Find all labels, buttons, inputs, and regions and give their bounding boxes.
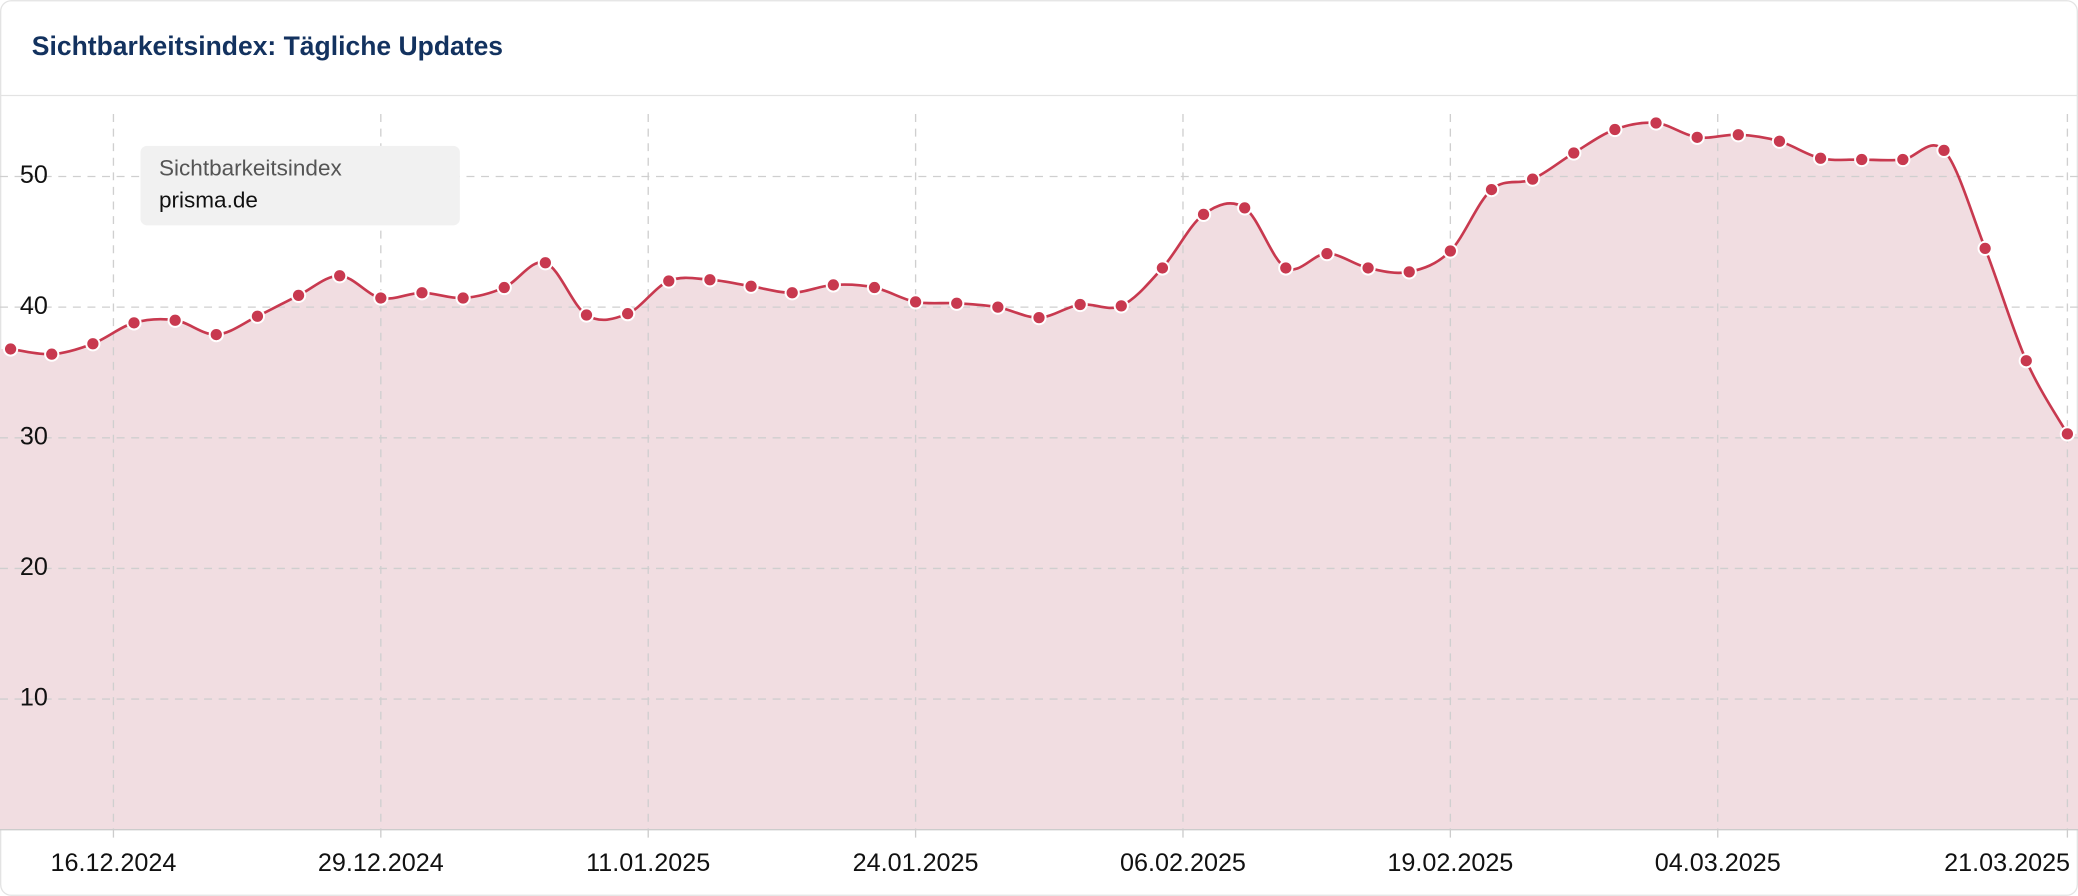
marker: [866, 279, 883, 296]
marker: [825, 277, 841, 293]
x-tick-label: 06.02.2025: [1120, 849, 1246, 877]
legend-entry: prisma.de: [159, 187, 258, 212]
x-tick-label: 16.12.2024: [50, 849, 176, 877]
marker: [537, 255, 553, 271]
marker: [1401, 264, 1417, 280]
marker: [1895, 151, 1911, 168]
marker: [44, 346, 60, 362]
marker: [578, 307, 595, 323]
marker: [1237, 200, 1253, 216]
marker: [455, 290, 471, 306]
marker: [332, 268, 348, 284]
x-tick-label: 04.03.2025: [1655, 849, 1781, 877]
marker: [1689, 129, 1705, 145]
marker: [1442, 243, 1458, 259]
x-tick-label: 21.03.2025: [1944, 849, 2070, 877]
marker: [1195, 206, 1212, 223]
marker: [1648, 115, 1664, 131]
marker: [249, 308, 266, 324]
line: [10, 121, 2069, 435]
y-tick-label: 10: [20, 684, 48, 712]
marker: [620, 306, 636, 322]
marker: [1854, 151, 1870, 168]
marker: [167, 312, 183, 328]
legend-box: [140, 145, 460, 226]
area: [0, 122, 2078, 830]
marker: [1771, 133, 1788, 149]
legend-title: Sichtbarkeitsindex: [159, 156, 342, 181]
x-tick-label: 19.02.2025: [1387, 849, 1513, 877]
marker: [990, 299, 1006, 315]
marker: [907, 294, 924, 310]
marker: [1360, 260, 1376, 276]
marker: [1607, 121, 1623, 138]
x-tick-label: 24.01.2025: [853, 849, 979, 877]
x-tick-label: 29.12.2024: [318, 849, 444, 877]
marker: [2059, 426, 2076, 442]
y-tick-label: 30: [20, 422, 48, 450]
marker: [1936, 142, 1952, 159]
marker: [1072, 296, 1088, 313]
marker: [784, 285, 800, 301]
marker: [496, 279, 512, 296]
plot-area: 10 20 30 40 50 16.12.2024 29.12.2024 11.01.2025…: [0, 114, 2078, 877]
marker: [661, 273, 677, 289]
marker: [85, 336, 101, 352]
marker: [208, 326, 224, 343]
marker: [743, 278, 759, 294]
x-tick-label: 11.01.2025: [586, 849, 710, 877]
marker: [2, 341, 19, 357]
marker: [290, 287, 307, 304]
marker: [702, 272, 718, 288]
marker: [1154, 260, 1171, 276]
marker: [1977, 240, 1993, 256]
chart-title: Sichtbarkeitsindex: Tägliche Updates: [32, 31, 503, 61]
marker: [1031, 309, 1047, 326]
marker: [1566, 145, 1582, 161]
marker: [126, 315, 142, 331]
marker: [1812, 150, 1829, 166]
marker: [949, 295, 965, 311]
marker: [373, 290, 389, 306]
marker: [1319, 245, 1335, 262]
y-tick-label: 40: [20, 292, 48, 320]
marker: [1525, 171, 1541, 187]
marker: [1113, 298, 1129, 314]
marker: [1483, 181, 1500, 198]
y-tick-label: 50: [20, 161, 48, 189]
marker: [1730, 127, 1746, 143]
y-tick-label: 20: [20, 553, 48, 581]
marker: [1278, 260, 1294, 276]
marker: [414, 285, 430, 301]
marker: [2018, 353, 2034, 369]
